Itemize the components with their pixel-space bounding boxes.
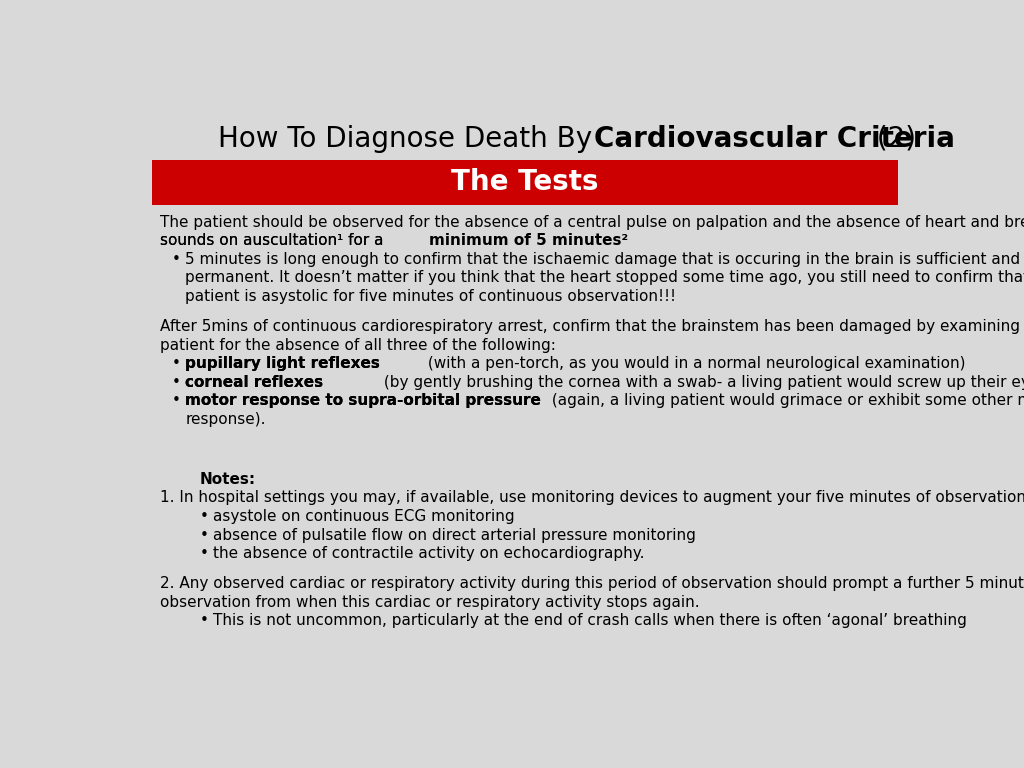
Text: the absence of contractile activity on echocardiography.: the absence of contractile activity on e… <box>213 546 644 561</box>
Text: sounds on auscultation¹ for a: sounds on auscultation¹ for a <box>160 233 388 248</box>
Text: permanent. It doesn’t matter if you think that the heart stopped some time ago, : permanent. It doesn’t matter if you thin… <box>185 270 1024 286</box>
Text: pupillary light reflexes: pupillary light reflexes <box>185 356 380 371</box>
Text: minimum of 5 minutes²: minimum of 5 minutes² <box>429 233 628 248</box>
Text: •: • <box>200 509 208 524</box>
Text: sounds on auscultation¹ for a: sounds on auscultation¹ for a <box>160 233 388 248</box>
Text: •: • <box>172 356 180 371</box>
Text: •: • <box>172 252 180 266</box>
Text: pupillary light reflexes: pupillary light reflexes <box>185 356 380 371</box>
Text: patient for the absence of all three of the following:: patient for the absence of all three of … <box>160 337 556 353</box>
Text: 2. Any observed cardiac or respiratory activity during this period of observatio: 2. Any observed cardiac or respiratory a… <box>160 576 1024 591</box>
Text: •: • <box>200 613 208 628</box>
Text: •: • <box>200 546 208 561</box>
Text: •: • <box>172 393 180 409</box>
Text: This is not uncommon, particularly at the end of crash calls when there is often: This is not uncommon, particularly at th… <box>213 613 967 628</box>
Text: (again, a living patient would grimace or exhibit some other motor: (again, a living patient would grimace o… <box>547 393 1024 409</box>
Text: patient is asystolic for five minutes of continuous observation!!!: patient is asystolic for five minutes of… <box>185 289 676 304</box>
Text: observation from when this cardiac or respiratory activity stops again.: observation from when this cardiac or re… <box>160 594 699 610</box>
Text: Notes:: Notes: <box>200 472 256 487</box>
Text: corneal reflexes: corneal reflexes <box>185 375 324 390</box>
Text: response).: response). <box>185 412 265 427</box>
Text: 1. In hospital settings you may, if available, use monitoring devices to augment: 1. In hospital settings you may, if avai… <box>160 490 1024 505</box>
Text: The patient should be observed for the absence of a central pulse on palpation a: The patient should be observed for the a… <box>160 214 1024 230</box>
Text: The Tests: The Tests <box>451 168 599 197</box>
Text: Cardiovascular Criteria: Cardiovascular Criteria <box>594 124 954 153</box>
Text: corneal reflexes: corneal reflexes <box>185 375 324 390</box>
Text: •: • <box>172 375 180 390</box>
Text: After 5mins of continuous cardiorespiratory arrest, confirm that the brainstem h: After 5mins of continuous cardiorespirat… <box>160 319 1024 334</box>
Text: asystole on continuous ECG monitoring: asystole on continuous ECG monitoring <box>213 509 514 524</box>
Text: absence of pulsatile flow on direct arterial pressure monitoring: absence of pulsatile flow on direct arte… <box>213 528 695 542</box>
Text: How To Diagnose Death By: How To Diagnose Death By <box>218 124 601 153</box>
Text: motor response to supra-orbital pressure: motor response to supra-orbital pressure <box>185 393 541 409</box>
FancyBboxPatch shape <box>152 161 898 204</box>
Text: 5 minutes is long enough to confirm that the ischaemic damage that is occuring i: 5 minutes is long enough to confirm that… <box>185 252 1020 266</box>
Text: •: • <box>200 528 208 542</box>
Text: (2): (2) <box>867 124 915 153</box>
Text: (with a pen-torch, as you would in a normal neurological examination): (with a pen-torch, as you would in a nor… <box>423 356 965 371</box>
Text: motor response to supra-orbital pressure: motor response to supra-orbital pressure <box>185 393 541 409</box>
Text: (by gently brushing the cornea with a swab- a living patient would screw up thei: (by gently brushing the cornea with a sw… <box>379 375 1024 390</box>
